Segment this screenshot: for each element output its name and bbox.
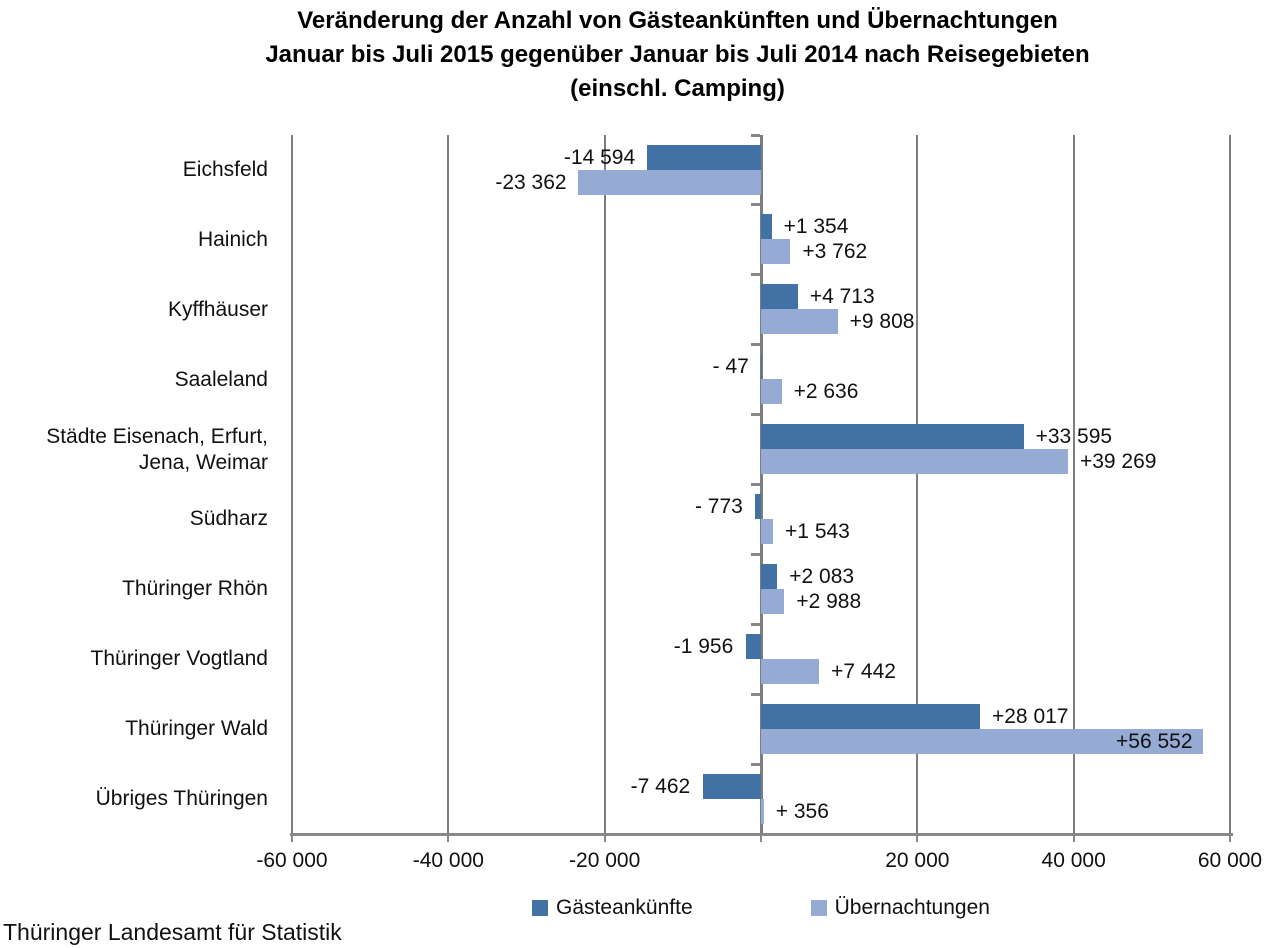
bar-gaesteankuenfte [646,144,761,170]
category-label: Thüringer Rhön [122,577,268,601]
bar-gaesteankuenfte [761,284,798,310]
x-axis-tick [603,834,606,842]
x-tick-label: 20 000 [885,849,950,872]
value-label: -23 362 [495,170,567,194]
legend-swatch-uebernachtungen-icon [810,900,827,916]
bar-uebernachtungen [761,588,785,614]
legend-label-gaesteankuenfte: Gästeankünfte [556,896,693,919]
chart-title-line3: (einschl. Camping) [570,75,785,102]
x-tick-label: -40 000 [412,849,484,872]
x-axis-tick [447,834,450,842]
value-label: -1 956 [673,634,734,658]
value-label: +2 636 [793,380,859,404]
category-tick [751,413,760,417]
bar-gaesteankuenfte [761,703,980,729]
value-label: +39 269 [1079,450,1157,474]
category-label: Südharz [189,507,268,531]
x-axis-line [290,833,1233,836]
category-tick [751,133,760,137]
category-tick [751,622,760,626]
category-tick [751,692,760,696]
bar-gaesteankuenfte [761,424,1024,450]
category-label: Kyffhäuser [167,297,268,321]
value-label: +28 017 [991,704,1069,728]
value-label: -7 462 [630,774,691,798]
bar-uebernachtungen [761,309,838,335]
category-label: Übriges Thüringen [95,787,268,811]
category-tick [751,552,760,556]
bar-uebernachtungen [761,658,820,684]
category-label: Städte Eisenach, Erfurt, Jena, Weimar [46,424,268,474]
value-label: +9 808 [849,310,915,334]
bar-gaesteankuenfte [745,633,761,659]
bar-gaesteankuenfte [754,494,761,519]
x-tick-label: -60 000 [256,849,328,872]
value-label: +33 595 [1035,425,1113,449]
legend-label-uebernachtungen: Übernachtungen [834,896,990,919]
bar-uebernachtungen [761,239,791,265]
x-axis-tick [916,834,919,842]
category-label: Eichsfeld [182,157,268,181]
category-label: Thüringer Wald [125,717,268,741]
category-tick [751,483,760,486]
x-axis-tick [1229,834,1231,842]
gridline [1229,135,1231,834]
gridline [447,135,450,834]
value-label: +3 762 [802,240,868,264]
x-tick-label: -20 000 [569,849,641,872]
bar-gaesteankuenfte [761,563,778,589]
value-label: - 47 [712,355,749,379]
category-label: Thüringer Vogtland [90,647,268,671]
bar-uebernachtungen [761,519,774,544]
bar-uebernachtungen [578,169,761,195]
value-label: +7 442 [831,659,896,683]
bar-uebernachtungen [761,379,782,405]
value-label: + 356 [775,799,829,823]
bar-uebernachtungen [761,728,1204,754]
gridline [1072,135,1075,834]
x-axis-tick [760,834,762,842]
category-tick [751,832,760,836]
chart-title-line1: Veränderung der Anzahl von Gästeankünfte… [297,7,1058,34]
chart-title-line2: Januar bis Juli 2015 gegenüber Januar bi… [265,41,1090,68]
category-tick [751,343,760,347]
bar-uebernachtungen [761,449,1068,475]
category-label: Saaleland [174,367,268,391]
chart-title: Veränderung der Anzahl von Gästeankünfte… [75,4,1280,106]
category-tick [751,762,760,766]
chart-legend: Gästeankünfte Übernachtungen [292,896,1230,920]
legend-item-gaesteankuenfte: Gästeankünfte [532,896,693,920]
x-tick-label: 40 000 [1041,849,1106,872]
value-label: +1 543 [785,520,850,543]
value-label: +1 354 [783,215,849,239]
value-label: -14 594 [563,145,636,169]
x-tick-label: 60 000 [1197,849,1263,872]
value-label: - 773 [694,495,743,518]
category-label: Hainich [197,227,268,251]
value-label: +56 552 [1116,729,1193,753]
category-tick [751,203,760,207]
category-tick [751,273,760,277]
value-label: +2 988 [796,589,862,613]
legend-swatch-gaesteankuenfte-icon [532,900,549,916]
bar-uebernachtungen [761,798,764,824]
source-attribution: Thüringer Landesamt für Statistik [3,919,342,945]
gridline [603,135,606,834]
x-axis-tick [291,834,293,842]
bar-gaesteankuenfte [702,773,761,799]
gridline [916,135,919,834]
value-label: +2 083 [789,564,855,588]
gridline [291,135,293,834]
x-axis-tick [1072,834,1075,842]
bar-gaesteankuenfte [761,214,772,240]
zero-axis-line [760,135,763,834]
value-label: +4 713 [809,285,875,309]
legend-item-uebernachtungen: Übernachtungen [810,896,990,920]
